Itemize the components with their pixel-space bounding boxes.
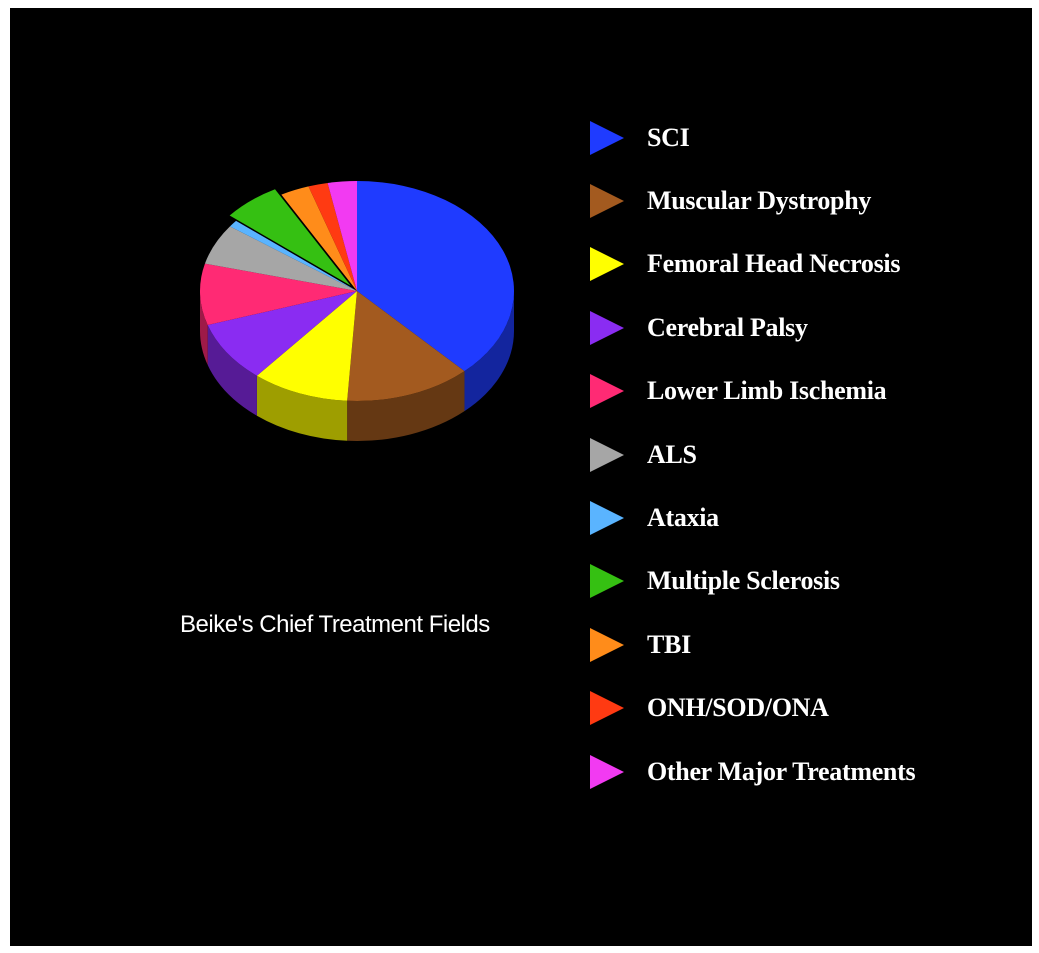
legend-label: ALS — [647, 439, 697, 469]
pie-slice — [281, 186, 357, 291]
chart-title: Beike's Chief Treatment Fields — [180, 611, 490, 638]
legend-label: Other Major Treatments — [647, 756, 916, 786]
legend-marker-triangle-icon — [590, 691, 624, 726]
pie-slice-side — [200, 291, 208, 365]
legend-marker-triangle-icon — [590, 184, 624, 219]
pie-slice — [357, 181, 514, 372]
legend-marker-triangle-icon — [590, 501, 624, 536]
legend: SCI Muscular Dystrophy Femoral Head Necros… — [590, 106, 916, 803]
pie-slice — [327, 181, 357, 291]
pie-slice — [229, 189, 351, 286]
pie-slice-side — [464, 291, 514, 412]
pie-slice — [207, 291, 357, 376]
pie-chart — [200, 181, 514, 441]
legend-label: Lower Limb Ischemia — [647, 376, 887, 406]
legend-label: Muscular Dystrophy — [647, 186, 872, 216]
legend-marker-triangle-icon — [590, 627, 624, 662]
legend-label: ONH/SOD/ONA — [647, 693, 829, 723]
legend-item: TBI — [590, 613, 915, 676]
pie-slice — [204, 226, 357, 291]
legend-label: SCI — [647, 122, 690, 152]
legend-marker-triangle-icon — [590, 120, 624, 155]
legend-item: Femoral Head Necrosis — [590, 233, 915, 296]
pie-slice — [308, 182, 357, 291]
legend-item: ALS — [590, 423, 915, 486]
legend-marker-triangle-icon — [590, 564, 624, 599]
legend-marker-triangle-icon — [590, 310, 624, 345]
legend-label: Multiple Sclerosis — [647, 566, 840, 596]
legend-label: TBI — [647, 629, 691, 659]
legend-label: Cerebral Palsy — [647, 312, 808, 342]
legend-label: Femoral Head Necrosis — [647, 249, 901, 279]
pie-slice — [256, 291, 357, 401]
legend-marker-triangle-icon — [590, 754, 624, 789]
chart-frame: Beike's Chief Treatment Fields SCI Muscul… — [10, 8, 1032, 946]
legend-label: Ataxia — [647, 503, 719, 533]
pie-slice — [200, 263, 357, 325]
legend-item: Ataxia — [590, 486, 915, 549]
pie-slice-side — [256, 375, 348, 441]
legend-item: Muscular Dystrophy — [590, 169, 915, 232]
legend-marker-triangle-icon — [590, 247, 624, 282]
pie-slice-side — [207, 324, 257, 416]
pie-slice — [347, 291, 465, 401]
legend-item: ONH/SOD/ONA — [590, 677, 915, 740]
legend-marker-triangle-icon — [590, 437, 624, 472]
legend-item: Other Major Treatments — [590, 740, 916, 803]
legend-item: Lower Limb Ischemia — [590, 360, 915, 423]
pie-slice — [229, 220, 357, 291]
legend-marker-triangle-icon — [590, 374, 624, 409]
legend-item: SCI — [590, 106, 915, 169]
legend-item: Cerebral Palsy — [590, 296, 915, 359]
legend-item: Multiple Sclerosis — [590, 550, 915, 613]
pie-slice-side — [347, 371, 465, 441]
